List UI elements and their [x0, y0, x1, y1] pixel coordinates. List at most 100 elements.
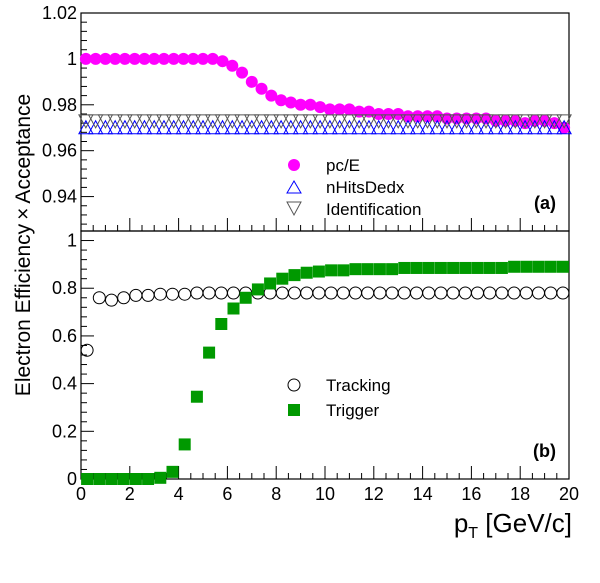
- identification-point: [136, 114, 153, 129]
- tracking-point: [80, 343, 94, 357]
- identification-point: [361, 114, 377, 129]
- nhitsdedx-point: [361, 119, 377, 135]
- x-tick-label: 8: [271, 484, 281, 504]
- nhitsdedx-point: [429, 119, 446, 135]
- identification-point: [185, 114, 202, 129]
- trigger-point: [520, 260, 533, 273]
- tracking-point: [141, 288, 155, 302]
- nhitsdedx-point: [507, 119, 524, 135]
- tracking-point: [324, 286, 338, 300]
- pc-e-point: [372, 107, 385, 120]
- trigger-point: [215, 318, 228, 330]
- identification-point: [97, 114, 114, 129]
- tracking-point: [434, 286, 448, 300]
- trigger-point: [300, 266, 313, 279]
- pc-e-point: [265, 89, 278, 102]
- nhitsdedx-point: [214, 119, 231, 135]
- y-tick-label: 0.4: [52, 374, 77, 394]
- y-tick-label: 0: [67, 469, 77, 489]
- tracking-point: [446, 286, 460, 300]
- pc-e-point: [197, 52, 209, 65]
- trigger-point: [276, 272, 289, 285]
- nhitsdedx-point: [185, 119, 202, 135]
- tracking-point: [410, 286, 423, 300]
- nhitsdedx-point: [204, 119, 221, 135]
- trigger-point: [105, 473, 118, 485]
- identification-point: [380, 114, 397, 129]
- identification-point: [117, 114, 133, 129]
- x-tick-label: 2: [125, 484, 135, 504]
- trigger-point: [93, 473, 106, 485]
- identification-point: [292, 114, 309, 129]
- pc-e-point: [167, 52, 180, 65]
- panel-a-y-ticks: 0.94 0.96 0.98 1 1.02: [42, 3, 94, 225]
- tracking-point: [458, 286, 472, 300]
- x-tick-label: 10: [315, 484, 335, 504]
- trigger-point: [508, 260, 521, 273]
- y-axis-title-times: ×: [12, 208, 35, 220]
- pc-e-point: [431, 110, 444, 123]
- tracking-point: [349, 286, 362, 300]
- panel-b: 0 2 4 6 8 10 12 14 16 18 20 0 0.2 0.4 0.6 0.8 1 Trackin…: [52, 230, 579, 504]
- identification-point: [468, 114, 485, 129]
- pc-e-point: [411, 110, 424, 123]
- identification-point: [165, 114, 182, 129]
- pc-e-point: [118, 52, 131, 65]
- nhitsdedx-point: [487, 119, 504, 135]
- tracking-point: [202, 286, 216, 300]
- trigger-point: [471, 261, 484, 274]
- legend-ident-marker: [286, 201, 302, 217]
- identification-point: [429, 114, 446, 129]
- identification-point: [322, 114, 338, 129]
- tracking-point: [227, 286, 240, 300]
- panel-a-x-ticks: [80, 218, 570, 231]
- identification-point: [517, 114, 533, 129]
- identification-point: [497, 114, 514, 129]
- trigger-point: [325, 264, 338, 277]
- nhitsdedx-point: [448, 119, 465, 135]
- panel-b-label: (b): [533, 441, 556, 461]
- trigger-point: [422, 261, 435, 274]
- x-tick-label: 16: [461, 484, 481, 504]
- pc-e-point: [128, 52, 141, 65]
- pc-e-point: [255, 82, 268, 95]
- trigger-point: [203, 346, 216, 359]
- trigger-point: [264, 277, 277, 290]
- identification-point: [204, 114, 221, 129]
- legend-pc-e-marker: [288, 159, 300, 171]
- identification-point: [224, 114, 241, 129]
- pc-e-point: [187, 52, 200, 65]
- tracking-point: [336, 286, 350, 300]
- identification-point: [527, 114, 543, 129]
- identification-point: [487, 114, 504, 129]
- legend-nhits-marker: [286, 180, 302, 194]
- identification-point: [107, 114, 123, 129]
- identification-point: [370, 114, 387, 129]
- tracking-point: [300, 286, 314, 300]
- identification-point: [351, 114, 367, 129]
- identification-point: [390, 114, 407, 129]
- nhitsdedx-point: [97, 119, 114, 135]
- nhitsdedx-point: [224, 119, 241, 135]
- panel-b-legend: Tracking Trigger: [287, 376, 391, 420]
- nhitsdedx-point: [439, 119, 455, 135]
- nhitsdedx-point: [468, 119, 485, 135]
- identification-point: [78, 114, 94, 129]
- panel-a-marks: [78, 52, 572, 135]
- x-tick-label: 14: [413, 484, 433, 504]
- nhitsdedx-point: [546, 119, 563, 135]
- x-tick-label: 18: [510, 484, 530, 504]
- pc-e-point: [138, 52, 151, 65]
- identification-point: [87, 114, 104, 129]
- panel-b-x-ticks: 0 2 4 6 8 10 12 14 16 18 20: [76, 466, 579, 504]
- trigger-point: [178, 438, 191, 451]
- tracking-point: [507, 286, 521, 300]
- tracking-point: [275, 286, 289, 300]
- tracking-point: [178, 287, 192, 301]
- y-tick-label: 0.94: [42, 187, 77, 207]
- identification-point: [419, 114, 436, 129]
- identification-point: [331, 114, 348, 129]
- trigger-point: [459, 261, 472, 274]
- pc-e-point: [226, 59, 239, 72]
- tracking-point: [373, 286, 387, 300]
